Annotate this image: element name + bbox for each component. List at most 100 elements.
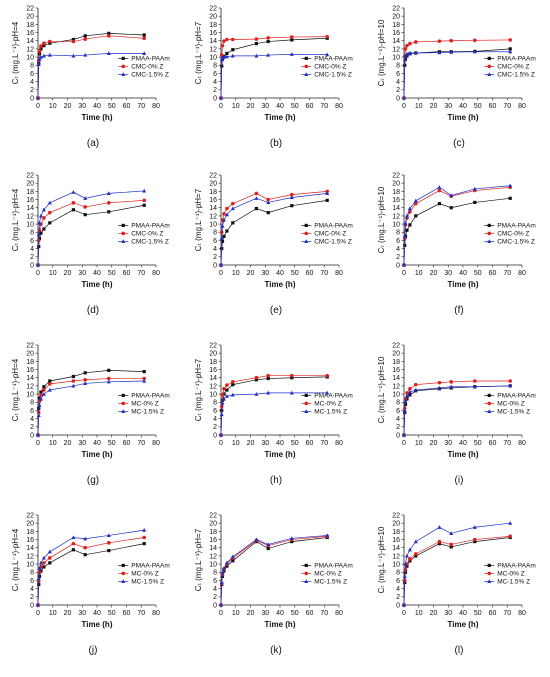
y-tick-label: 18 [26, 529, 34, 536]
data-point [408, 393, 412, 397]
y-tick-label: 2 [30, 254, 34, 261]
data-point [224, 394, 229, 398]
series-line [220, 53, 328, 99]
legend-marker [487, 223, 491, 227]
x-tick-label: 60 [123, 103, 131, 110]
y-tick-label: 22 [392, 5, 400, 12]
data-point [142, 188, 147, 193]
legend-marker [487, 72, 492, 76]
data-point [83, 213, 87, 217]
data-point [219, 262, 223, 267]
data-point [37, 396, 42, 400]
series-3 [402, 183, 513, 267]
x-tick-label: 60 [306, 610, 314, 617]
panel-caption: (d) [87, 305, 99, 316]
data-point [225, 383, 229, 387]
x-tick-label: 50 [108, 610, 116, 617]
series-3 [219, 390, 330, 437]
series-1 [219, 36, 329, 100]
data-point [36, 262, 40, 267]
series-line [403, 380, 511, 436]
data-point [48, 39, 52, 44]
y-tick-label: 22 [26, 342, 34, 349]
axis-frame [220, 345, 339, 436]
x-axis-title: Time (h) [448, 113, 479, 122]
y-tick-label: 6 [213, 71, 217, 78]
y-axis-title: Cₜ (mg.L⁻¹)-pH=7 [194, 528, 203, 591]
y-tick-label: 8 [30, 63, 34, 70]
x-tick-label: 40 [459, 270, 467, 277]
y-tick-label: 22 [209, 512, 217, 519]
data-point [472, 384, 477, 389]
data-point [224, 212, 229, 217]
data-point [254, 196, 259, 200]
data-point [83, 536, 88, 541]
data-point [219, 95, 223, 100]
data-point [290, 539, 294, 544]
x-axis-title: Time (h) [82, 280, 113, 289]
x-tick-label: 10 [49, 440, 57, 447]
x-tick-label: 20 [430, 610, 438, 617]
data-point [403, 47, 408, 51]
data-point [106, 51, 111, 56]
data-point [220, 43, 225, 48]
x-axis-title: Time (h) [448, 620, 479, 629]
series-1 [219, 535, 329, 607]
data-point [403, 221, 408, 225]
y-tick-label: 14 [26, 375, 34, 382]
data-point [83, 553, 87, 557]
data-point [220, 570, 225, 575]
y-tick-label: 10 [26, 391, 34, 398]
legend-label: PMAA-PAAm [314, 563, 353, 570]
y-tick-label: 10 [392, 221, 400, 228]
series-line [220, 537, 328, 606]
legend-label: MC-0% Z [131, 401, 158, 408]
y-tick-label: 16 [26, 197, 34, 204]
data-point [230, 206, 235, 211]
data-point [254, 375, 259, 380]
series-1 [219, 198, 329, 267]
series-2 [219, 534, 329, 607]
data-point [449, 38, 453, 43]
x-tick-label: 50 [108, 440, 116, 447]
data-point [48, 221, 52, 225]
x-tick-label: 10 [232, 270, 240, 277]
y-tick-label: 2 [396, 424, 400, 431]
x-tick-label: 60 [489, 440, 497, 447]
y-tick-label: 12 [209, 213, 217, 220]
x-tick-label: 60 [123, 270, 131, 277]
panel-caption: (e) [270, 305, 282, 316]
series-line [220, 376, 328, 436]
data-point [408, 223, 412, 227]
data-point [142, 369, 146, 374]
data-point [325, 373, 329, 378]
series-line [37, 380, 145, 436]
data-point [472, 49, 477, 54]
data-point [222, 386, 226, 391]
y-tick-label: 2 [30, 424, 34, 431]
legend-marker [304, 579, 309, 583]
data-point [408, 556, 412, 561]
y-tick-label: 2 [396, 87, 400, 94]
data-point [437, 539, 442, 544]
legend-label: PMAA-PAAm [314, 393, 353, 400]
data-point [42, 385, 46, 389]
legend-marker [304, 563, 308, 567]
data-point [231, 37, 235, 42]
legend-label: MC-0% Z [131, 571, 158, 578]
data-point [437, 525, 442, 529]
data-point [38, 560, 43, 565]
legend-marker [121, 409, 126, 413]
data-point [266, 390, 271, 395]
x-tick-label: 40 [276, 270, 284, 277]
data-point [290, 376, 294, 380]
y-tick-label: 14 [26, 38, 34, 45]
x-tick-label: 80 [518, 440, 526, 447]
data-point [142, 36, 146, 41]
x-tick-label: 30 [78, 103, 86, 110]
